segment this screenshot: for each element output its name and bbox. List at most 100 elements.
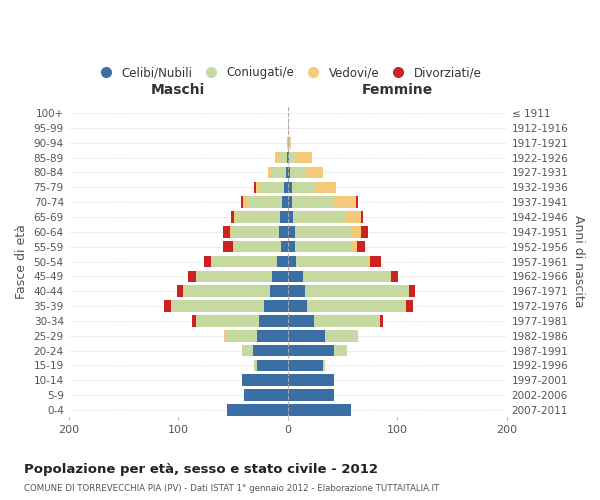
Bar <box>287 211 293 223</box>
Bar <box>254 360 257 371</box>
Bar <box>242 374 287 386</box>
Bar <box>280 211 287 223</box>
Bar <box>292 196 334 208</box>
Bar <box>352 241 356 252</box>
Bar <box>303 270 391 282</box>
Bar <box>196 270 272 282</box>
Bar <box>254 182 256 193</box>
Bar <box>287 152 289 164</box>
Bar <box>286 166 287 178</box>
Bar <box>164 300 170 312</box>
Bar <box>247 196 282 208</box>
Bar <box>287 315 314 326</box>
Bar <box>287 345 334 356</box>
Bar <box>325 330 358 342</box>
Bar <box>334 345 347 356</box>
Bar <box>356 241 365 252</box>
Bar <box>307 300 406 312</box>
Bar <box>259 315 287 326</box>
Bar <box>287 286 305 297</box>
Bar <box>346 211 361 223</box>
Bar <box>361 211 363 223</box>
Bar <box>287 270 303 282</box>
Bar <box>263 300 287 312</box>
Bar <box>236 211 280 223</box>
Bar <box>275 152 279 164</box>
Bar <box>287 226 295 237</box>
Bar <box>287 182 292 193</box>
Bar <box>230 226 231 237</box>
Bar <box>205 256 211 268</box>
Bar <box>257 360 287 371</box>
Bar <box>279 226 287 237</box>
Bar <box>391 270 398 282</box>
Bar <box>287 241 295 252</box>
Bar <box>292 182 316 193</box>
Bar <box>287 166 290 178</box>
Bar <box>287 404 351 415</box>
Text: Femmine: Femmine <box>362 83 433 97</box>
Bar <box>253 345 287 356</box>
Bar <box>368 256 370 268</box>
Bar <box>409 286 415 297</box>
Bar <box>296 152 312 164</box>
Bar <box>380 315 383 326</box>
Bar <box>260 182 284 193</box>
Bar <box>177 286 182 297</box>
Bar <box>287 390 334 401</box>
Bar <box>223 226 230 237</box>
Bar <box>287 196 292 208</box>
Text: Maschi: Maschi <box>151 83 205 97</box>
Y-axis label: Anni di nascita: Anni di nascita <box>572 216 585 308</box>
Bar <box>196 315 259 326</box>
Bar <box>234 211 236 223</box>
Bar <box>223 241 233 252</box>
Bar <box>287 300 307 312</box>
Bar <box>182 286 270 297</box>
Bar <box>224 330 226 342</box>
Legend: Celibi/Nubili, Coniugati/e, Vedovi/e, Divorziati/e: Celibi/Nubili, Coniugati/e, Vedovi/e, Di… <box>89 62 486 84</box>
Bar <box>290 166 305 178</box>
Bar <box>287 256 296 268</box>
Bar <box>233 241 281 252</box>
Bar <box>193 315 196 326</box>
Bar <box>284 182 287 193</box>
Bar <box>279 152 287 164</box>
Text: COMUNE DI TORREVECCHIA PIA (PV) - Dati ISTAT 1° gennaio 2012 - Elaborazione TUTT: COMUNE DI TORREVECCHIA PIA (PV) - Dati I… <box>24 484 439 493</box>
Bar <box>305 166 323 178</box>
Bar <box>241 196 243 208</box>
Bar <box>334 196 356 208</box>
Bar <box>287 137 289 148</box>
Text: Popolazione per età, sesso e stato civile - 2012: Popolazione per età, sesso e stato civil… <box>24 462 378 475</box>
Bar <box>406 300 413 312</box>
Bar <box>256 182 260 193</box>
Bar <box>287 330 325 342</box>
Bar <box>293 211 346 223</box>
Bar <box>352 226 361 237</box>
Bar <box>231 226 279 237</box>
Bar <box>281 241 287 252</box>
Bar <box>257 330 287 342</box>
Bar <box>272 166 286 178</box>
Bar <box>277 256 287 268</box>
Bar <box>227 404 287 415</box>
Bar <box>295 226 352 237</box>
Bar <box>270 286 287 297</box>
Bar <box>289 137 291 148</box>
Bar <box>244 390 287 401</box>
Bar <box>361 226 368 237</box>
Bar <box>296 256 368 268</box>
Bar <box>314 315 380 326</box>
Bar <box>287 360 323 371</box>
Bar <box>289 152 296 164</box>
Y-axis label: Fasce di età: Fasce di età <box>15 224 28 299</box>
Bar <box>231 211 234 223</box>
Bar <box>242 345 253 356</box>
Bar <box>211 256 277 268</box>
Bar <box>268 166 272 178</box>
Bar <box>356 196 358 208</box>
Bar <box>316 182 336 193</box>
Bar <box>370 256 381 268</box>
Bar <box>188 270 196 282</box>
Bar <box>295 241 352 252</box>
